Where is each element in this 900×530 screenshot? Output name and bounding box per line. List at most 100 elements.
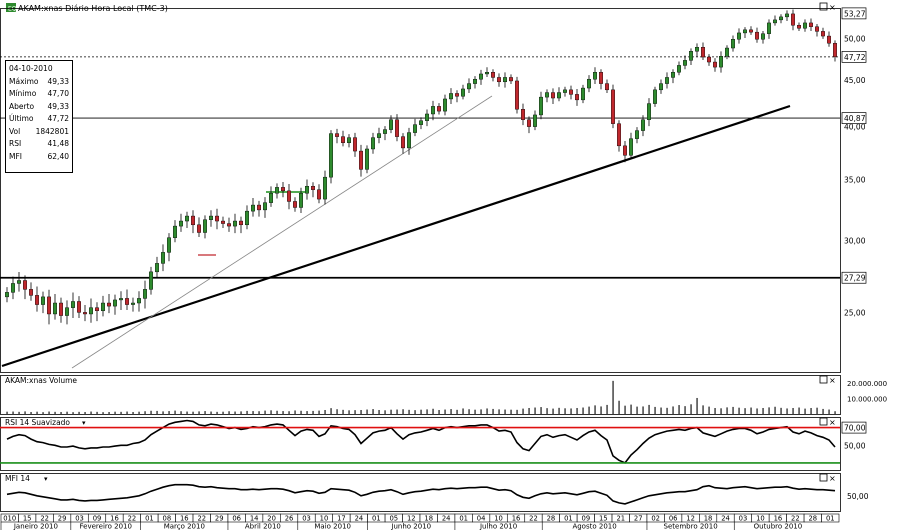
month-label: Outubro 2010	[754, 523, 803, 530]
time-tick-label: 12	[407, 515, 416, 523]
mfi-panel-title: MFI 14	[5, 474, 30, 483]
price-label-box	[841, 51, 867, 63]
volume-bar	[828, 409, 830, 414]
time-tick-label: 15	[599, 515, 608, 523]
info-value: 62,40	[47, 151, 69, 161]
price-tick-label: 53,27	[844, 9, 866, 18]
price-tick-label: 40,87	[844, 114, 866, 123]
volume-bar	[684, 406, 686, 414]
rsi-close-icon[interactable]: ×	[829, 418, 836, 427]
candle-body	[413, 124, 418, 133]
candle-body	[401, 136, 406, 149]
candle-body	[629, 138, 634, 156]
volume-bar	[552, 408, 554, 414]
candle-body	[647, 103, 652, 120]
candle-body	[671, 72, 676, 78]
rsi-dropdown-icon[interactable]: ▾	[82, 419, 86, 427]
candle-body	[473, 78, 478, 84]
time-tick-label: 10	[494, 515, 503, 523]
volume-maximize-icon[interactable]	[819, 375, 828, 384]
volume-bar	[156, 410, 158, 414]
candlestick-series	[4, 9, 838, 325]
candle-body	[761, 33, 766, 40]
volume-bar	[594, 405, 596, 414]
candle-body	[383, 129, 388, 134]
candle-body	[803, 22, 808, 29]
time-tick-label: 29	[215, 515, 224, 523]
maximize-icon[interactable]	[819, 2, 828, 11]
candle-body	[797, 25, 802, 29]
price-tick-label: 35,00	[844, 175, 866, 184]
candle-body	[467, 83, 472, 90]
volume-bar	[498, 409, 500, 414]
volume-close-icon[interactable]: ×	[829, 376, 836, 385]
volume-bar	[600, 406, 602, 414]
candle-body	[563, 89, 568, 93]
candle-body	[785, 13, 790, 18]
candle-body	[4, 292, 9, 298]
volume-bar	[648, 404, 650, 414]
month-label: Julho 2010	[479, 523, 517, 530]
candle-body	[311, 186, 316, 190]
volume-bar	[738, 407, 740, 414]
panel-frame-1	[0, 375, 841, 415]
volume-bar	[102, 412, 104, 414]
candle-body	[299, 192, 304, 208]
time-tick-label: 08	[163, 515, 172, 523]
candle-body	[551, 92, 556, 99]
candle-body	[599, 72, 604, 84]
info-label: Último	[9, 114, 34, 123]
volume-bar	[42, 412, 44, 414]
candle-body	[593, 72, 598, 80]
candle-body	[575, 94, 580, 101]
panel-frame-2	[0, 417, 841, 471]
price-tick-label: 25,00	[844, 308, 866, 317]
volume-bar	[678, 405, 680, 414]
time-tick-label: 22	[40, 515, 49, 523]
candle-body	[485, 72, 490, 75]
candle-body	[317, 189, 322, 200]
candle-body	[202, 219, 207, 233]
candle-body	[190, 215, 195, 226]
volume-bar	[210, 411, 212, 414]
volume-panel-title: AKAM:xnas Volume	[5, 376, 77, 385]
volume-bar	[432, 408, 434, 414]
candle-body	[455, 93, 460, 97]
mfi-maximize-icon[interactable]	[819, 473, 828, 482]
candle-body	[809, 22, 814, 27]
volume-bar	[522, 408, 524, 414]
info-label: RSI	[9, 139, 22, 148]
info-value: 41,48	[47, 139, 69, 148]
volume-bar	[720, 408, 722, 414]
candle-body	[64, 307, 69, 316]
volume-bar	[318, 410, 320, 414]
info-label: Máximo	[9, 76, 39, 86]
candle-body	[659, 83, 664, 91]
candle-body	[581, 87, 586, 101]
candle-body	[725, 47, 730, 57]
volume-bar	[6, 411, 8, 414]
candle-body	[88, 307, 93, 315]
volume-bar	[378, 409, 380, 414]
volume-bar	[762, 407, 764, 414]
info-row: Último 47,72	[9, 113, 69, 126]
volume-bar	[444, 409, 446, 414]
time-tick-label: 06	[669, 515, 678, 523]
close-icon[interactable]: ×	[829, 3, 836, 12]
rsi-axis: 70,00 50,00	[841, 421, 867, 450]
candle-body	[118, 298, 123, 301]
candle-body	[419, 120, 424, 125]
time-tick-label: 24	[355, 515, 364, 523]
time-tick-label: 22	[197, 515, 206, 523]
candle-body	[641, 119, 646, 131]
time-tick-label: 27	[634, 515, 643, 523]
rsi-maximize-icon[interactable]	[819, 417, 828, 426]
time-tick-label: 03	[75, 515, 84, 523]
candle-body	[59, 302, 64, 316]
main-trendline	[1, 104, 791, 368]
month-label: Maio 2010	[314, 523, 351, 530]
mfi-dropdown-icon[interactable]: ▾	[44, 475, 48, 483]
time-tick-label: 05	[389, 515, 398, 523]
mfi-close-icon[interactable]: ×	[829, 474, 836, 483]
